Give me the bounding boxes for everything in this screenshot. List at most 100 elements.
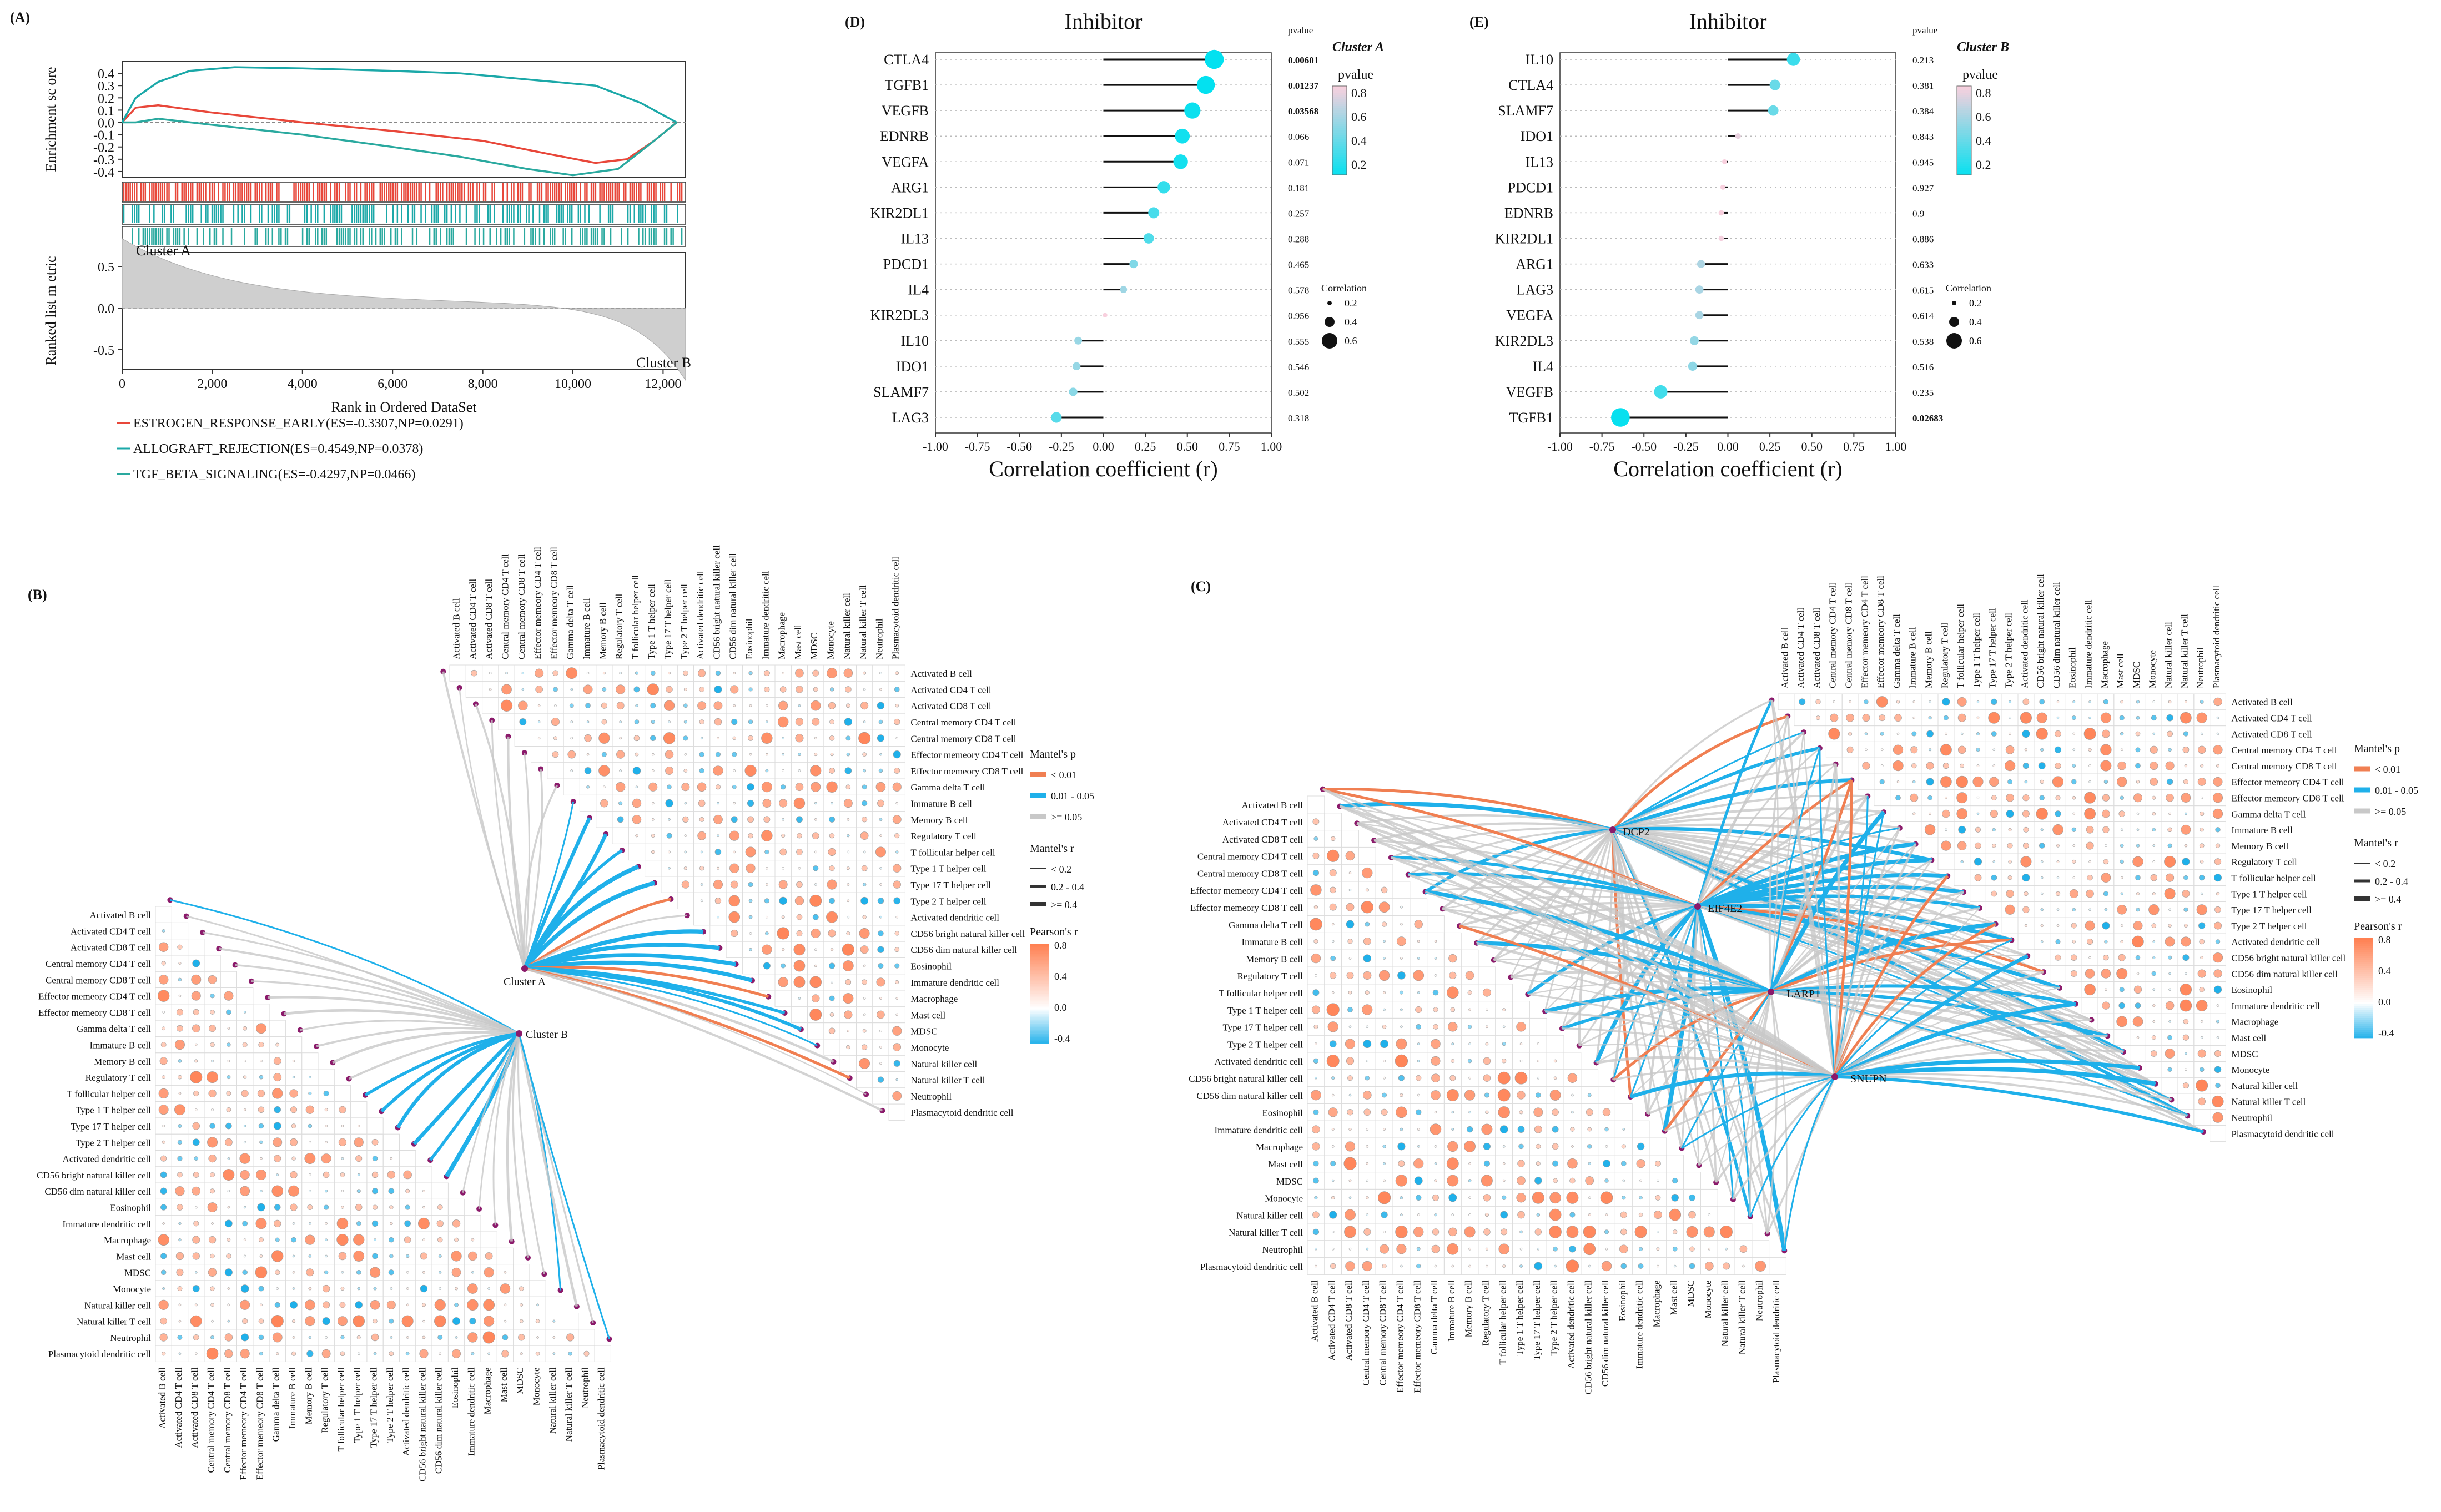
- corr-dot: [1621, 1161, 1627, 1166]
- corr-dot: [160, 1171, 167, 1178]
- corr-dot: [894, 963, 900, 969]
- corr-dot: [175, 1252, 184, 1261]
- corr-dot: [2040, 892, 2044, 895]
- pvalue-gradient: [1332, 135, 1347, 138]
- x-tick-label: -1.00: [1547, 440, 1573, 453]
- pvalue-gradient: [1957, 148, 1971, 151]
- corr-legend-tick: 0.6: [1345, 335, 1357, 346]
- corr-dot: [240, 1349, 250, 1359]
- corr-dot: [193, 1009, 199, 1016]
- corr-cell: [1683, 1172, 1701, 1190]
- mantel-link: [1769, 779, 1853, 992]
- corr-dot: [667, 784, 672, 789]
- mantel-link: [316, 1026, 520, 1047]
- pvalue-text: 0.257: [1288, 208, 1310, 219]
- corr-dot: [2118, 1002, 2125, 1009]
- corr-dot: [1571, 1111, 1574, 1114]
- row-label: Activated CD8 T cell: [1222, 834, 1303, 845]
- corr-dot: [2004, 760, 2016, 772]
- row-label: Natural killer cell: [1236, 1210, 1303, 1221]
- mantel-link: [1612, 829, 1700, 1166]
- corr-dot: [761, 732, 773, 744]
- corr-dot: [699, 719, 704, 725]
- corr-dot: [324, 1270, 329, 1274]
- corr-cell: [1427, 915, 1445, 933]
- corr-dot: [2166, 873, 2175, 882]
- corr-dot: [405, 1188, 410, 1193]
- corr-dot: [862, 784, 867, 790]
- corr-dot: [761, 830, 773, 841]
- corr-dot: [2214, 921, 2222, 930]
- corr-dot: [1315, 1076, 1317, 1080]
- corr-dot: [1366, 1145, 1369, 1148]
- col-label: Macrophage: [482, 1367, 493, 1414]
- corr-dot: [434, 1315, 446, 1327]
- corr-dot: [1330, 1161, 1336, 1167]
- corr-dot: [1398, 1075, 1405, 1081]
- corr-dot: [339, 1302, 346, 1308]
- pvalue-gradient: [1332, 90, 1347, 93]
- mantel-link: [1833, 764, 1840, 1077]
- corr-dot: [601, 702, 607, 709]
- pearson-gradient: [2354, 956, 2373, 959]
- corr-dot: [1585, 1176, 1594, 1185]
- mantel-link: [412, 1032, 521, 1146]
- corr-dot: [1398, 1160, 1405, 1167]
- corr-dot: [568, 1352, 572, 1356]
- col-label: Immature B cell: [287, 1367, 298, 1429]
- corr-cell: [465, 681, 483, 698]
- corr-dot: [276, 1287, 279, 1290]
- corr-dot: [1415, 1006, 1422, 1014]
- y-tick-label: -0.5: [93, 344, 114, 358]
- mantel-link: [332, 1031, 520, 1064]
- corr-dot: [2120, 844, 2124, 848]
- corr-dot: [1894, 714, 1902, 722]
- corr-dot: [191, 991, 201, 1001]
- corr-legend-dot: [1949, 317, 1959, 327]
- corr-dot: [439, 1271, 442, 1274]
- lollipop-dot: [1720, 184, 1726, 190]
- corr-dot: [504, 1319, 507, 1323]
- corr-dot: [2117, 761, 2126, 770]
- corr-cell: [742, 957, 759, 975]
- gene-label: VEGFB: [882, 103, 929, 119]
- mantel-p-label: 0.01 - 0.05: [1051, 790, 1094, 802]
- corr-dot: [1537, 1247, 1540, 1251]
- corr-dot: [863, 850, 866, 854]
- corr-dot: [178, 977, 182, 982]
- corr-cell: [1874, 789, 1891, 807]
- pearson-gradient: [2354, 994, 2373, 996]
- corr-dot: [730, 685, 739, 694]
- corr-cell: [1529, 1017, 1547, 1036]
- corr-dot: [2102, 826, 2110, 833]
- corr-dot: [2056, 844, 2060, 848]
- corr-dot: [1942, 698, 1950, 706]
- corr-dot: [225, 1219, 233, 1228]
- corr-dot: [256, 1023, 266, 1034]
- corr-dot: [2084, 984, 2096, 996]
- corr-dot: [2148, 904, 2160, 915]
- corr-cell: [1810, 725, 1826, 742]
- corr-dot: [1432, 1194, 1439, 1201]
- pearson-gradient: [2354, 942, 2373, 945]
- corr-dot: [584, 767, 592, 774]
- corr-dot: [292, 1254, 295, 1258]
- corr-legend-title: Correlation: [1321, 283, 1367, 294]
- corr-dot: [1383, 1060, 1386, 1062]
- gene-label: TGFB1: [1509, 410, 1553, 426]
- lollipop-dot: [1069, 387, 1078, 396]
- corr-dot: [748, 719, 753, 724]
- mantel-link: [1544, 905, 1698, 1012]
- row-label: Regulatory T cell: [2231, 857, 2297, 868]
- corr-dot: [162, 1011, 165, 1014]
- lollipop-dot: [1735, 133, 1741, 139]
- corr-dot: [227, 1042, 231, 1047]
- corr-dot: [748, 899, 753, 903]
- corr-dot: [713, 879, 723, 890]
- corr-dot: [1434, 957, 1437, 960]
- corr-dot: [683, 735, 688, 741]
- corr-dot: [586, 785, 590, 789]
- corr-dot: [847, 818, 850, 821]
- corr-dot: [2088, 956, 2091, 959]
- pvalue-text: 0.546: [1288, 362, 1309, 372]
